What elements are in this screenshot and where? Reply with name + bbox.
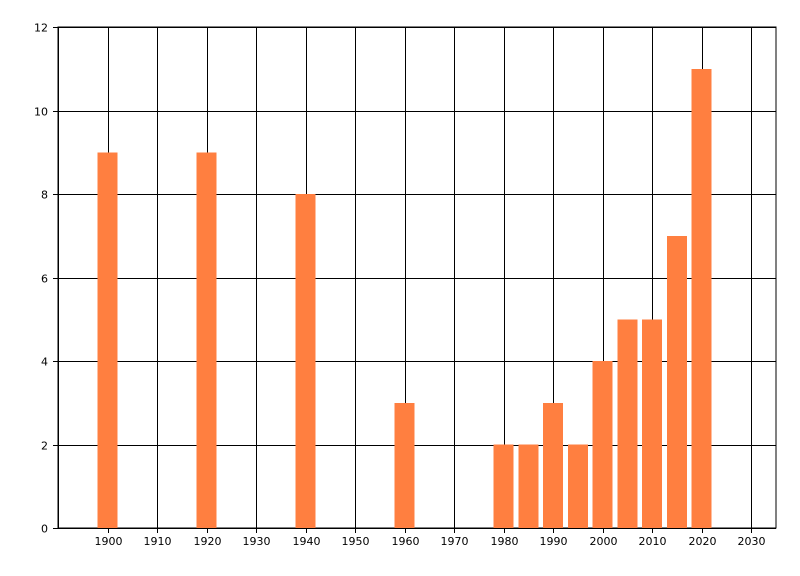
x-tick-label: 1970	[441, 535, 469, 548]
bar	[97, 152, 118, 528]
x-tick-label: 1930	[243, 535, 271, 548]
bar	[691, 68, 712, 528]
bar	[543, 402, 564, 528]
y-tick-label: 12	[34, 22, 48, 35]
x-tick-label: 2030	[738, 535, 766, 548]
y-tick-label: 10	[34, 106, 48, 119]
x-tick-label: 2020	[689, 535, 717, 548]
bars	[97, 68, 712, 528]
y-tick-label: 6	[41, 273, 48, 286]
bar	[196, 152, 217, 528]
bar	[493, 444, 514, 528]
x-tick-label: 1960	[392, 535, 420, 548]
bar	[295, 194, 316, 528]
y-tick-labels: 0 2 4 6 8 10 12	[34, 22, 48, 536]
x-tick-label: 1910	[144, 535, 172, 548]
y-tick-label: 0	[41, 523, 48, 536]
x-tick-label: 1990	[540, 535, 568, 548]
bar	[592, 361, 613, 528]
x-tick-label: 1900	[95, 535, 123, 548]
x-tick-label: 1920	[194, 535, 222, 548]
y-tick-label: 2	[41, 440, 48, 453]
bar	[642, 319, 663, 528]
bar	[394, 402, 415, 528]
x-tick-labels: 1900 1910 1920 1930 1940 1950 1960 1970 1980 1990…	[95, 535, 766, 548]
y-tick-label: 8	[41, 189, 48, 202]
bar	[518, 444, 539, 528]
axes	[58, 27, 776, 529]
bar	[567, 444, 588, 528]
x-tick-label: 1950	[342, 535, 370, 548]
x-tick-label: 1980	[491, 535, 519, 548]
x-tick-label: 1940	[293, 535, 321, 548]
bar	[617, 319, 638, 528]
bar	[666, 235, 687, 528]
x-tick-label: 2010	[639, 535, 667, 548]
y-tick-label: 4	[41, 356, 48, 369]
x-tick-label: 2000	[590, 535, 618, 548]
